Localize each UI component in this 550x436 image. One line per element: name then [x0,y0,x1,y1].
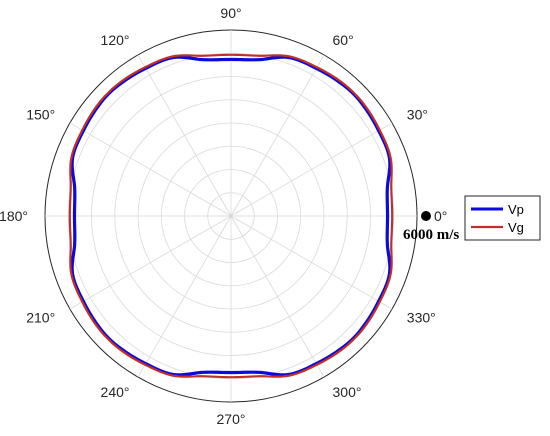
angle-tick-labels: 0° 30° 60° 90° 120° 150° 180° 210° 240° 270° 300° 3… [0,5,447,427]
grid-spoke [137,54,232,217]
grid-spoke [69,215,232,310]
grid-spoke [230,54,325,217]
legend: Vp Vg [464,195,541,241]
angle-tick-label: 30° [407,107,428,123]
angle-tick-label: 180° [0,208,28,224]
legend-label-vg: Vg [508,220,524,235]
series-curves [68,53,394,379]
grid-spoke [230,122,393,217]
angle-tick-label: 270° [217,411,246,427]
legend-box [464,195,541,241]
polar-grid [44,29,418,403]
grid-spoke [230,215,393,310]
angle-tick-label: 120° [101,32,130,48]
series-line-vp [70,55,392,377]
annotation-label: 6000 m/s [403,227,459,243]
grid-spoke [230,215,325,378]
legend-label-vp: Vp [508,202,524,217]
grid-spoke [137,215,232,378]
angle-tick-label: 150° [26,107,55,123]
angle-tick-label: 240° [101,384,130,400]
angle-tick-label: 90° [220,5,241,21]
angle-tick-label: 300° [333,384,362,400]
angle-tick-label: 210° [26,310,55,326]
annotations: 6000 m/s [403,211,459,243]
series-line-vg [68,53,394,379]
grid-spoke [69,122,232,217]
angle-tick-label: 60° [333,32,354,48]
annotation-marker [421,211,431,221]
angle-tick-label: 330° [407,310,436,326]
angle-tick-label: 0° [434,208,447,224]
